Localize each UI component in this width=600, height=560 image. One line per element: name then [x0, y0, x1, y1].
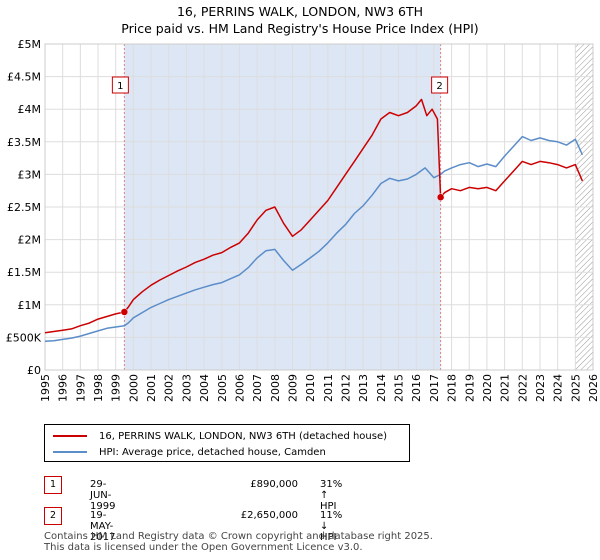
x-tick-label: 2001 — [145, 374, 158, 402]
sale-price: £2,650,000 — [240, 510, 298, 521]
legend-label-hpi: HPI: Average price, detached house, Camd… — [99, 446, 326, 458]
legend-swatch-hpi — [53, 451, 87, 453]
x-tick-label: 2013 — [357, 374, 370, 402]
property-series-line — [44, 98, 584, 334]
x-tick-label: 2014 — [375, 374, 388, 402]
legend-swatch-property — [53, 435, 87, 437]
x-tick-label: 2018 — [446, 374, 459, 402]
y-tick-label: £3M — [18, 168, 42, 181]
y-tick-label: £2M — [18, 234, 42, 247]
y-tick-label: £2.5M — [7, 201, 41, 214]
x-tick-label: 2015 — [393, 374, 406, 402]
x-tick-label: 2022 — [516, 374, 529, 402]
x-tick-label: 2019 — [463, 374, 476, 402]
sale-date: 29-JUN-1999 — [90, 479, 116, 512]
plot-border — [44, 43, 594, 371]
x-tick-label: 2026 — [587, 374, 600, 402]
legend-item-hpi: HPI: Average price, detached house, Camd… — [53, 444, 326, 460]
footer-licence: This data is licensed under the Open Gov… — [44, 542, 363, 553]
x-tick-label: 2020 — [481, 374, 494, 402]
x-tick-label: 2008 — [269, 374, 282, 402]
x-tick-label: 2005 — [216, 374, 229, 402]
y-tick-label: £0 — [27, 364, 41, 377]
y-tick-label: £500K — [6, 331, 42, 344]
y-tick-label: £4.5M — [7, 71, 41, 84]
x-tick-label: 2006 — [233, 374, 246, 402]
legend-item-property: 16, PERRINS WALK, LONDON, NW3 6TH (detac… — [53, 428, 387, 444]
x-tick-label: 2023 — [534, 374, 547, 402]
x-tick-label: 2003 — [180, 374, 193, 402]
x-tick-label: 2012 — [340, 374, 353, 402]
sale-label-text: 1 — [117, 81, 123, 92]
x-tick-label: 2009 — [286, 374, 299, 402]
sale-price: £890,000 — [250, 479, 298, 490]
legend-label-property: 16, PERRINS WALK, LONDON, NW3 6TH (detac… — [99, 430, 388, 442]
x-tick-label: 2000 — [127, 374, 140, 402]
legend: 16, PERRINS WALK, LONDON, NW3 6TH (detac… — [44, 424, 410, 462]
y-tick-label: £1.5M — [7, 266, 41, 279]
sale-label-box — [111, 76, 129, 94]
sale-badge: 1 — [44, 476, 62, 494]
hpi-series-line — [44, 135, 584, 343]
x-tick-label: 1995 — [39, 374, 52, 402]
y-tick-label: £3.5M — [7, 136, 41, 149]
sale-date: 19-MAY-2017 — [90, 510, 116, 543]
sale-hpi-diff: 31% ↑ HPI — [320, 479, 343, 512]
sale-label-box — [431, 76, 449, 94]
x-tick-label: 2025 — [569, 374, 582, 402]
x-tick-label: 2010 — [304, 374, 317, 402]
chart-title: 16, PERRINS WALK, LONDON, NW3 6TH — [176, 4, 424, 19]
x-tick-label: 1998 — [92, 374, 105, 402]
footer-copyright: Contains HM Land Registry data © Crown c… — [44, 531, 433, 542]
x-tick-label: 2024 — [552, 374, 565, 402]
x-tick-label: 1999 — [110, 374, 123, 402]
chart-subtitle: Price paid vs. HM Land Registry's House … — [121, 21, 479, 36]
sale-hpi-diff: 11% ↓ HPI — [320, 510, 343, 543]
x-tick-label: 2017 — [428, 374, 441, 402]
x-tick-label: 2007 — [251, 374, 264, 402]
y-tick-label: £1M — [18, 299, 42, 312]
x-tick-label: 2002 — [163, 374, 176, 402]
x-tick-label: 1996 — [57, 374, 70, 402]
x-tick-label: 2016 — [410, 374, 423, 402]
sale-point — [436, 193, 445, 201]
x-tick-label: 2021 — [499, 374, 512, 402]
x-tick-label: 1997 — [74, 374, 87, 402]
y-tick-label: £5M — [18, 38, 42, 51]
sale-badge: 2 — [44, 507, 62, 525]
sale-point — [120, 308, 129, 316]
price-chart: £0 £500K £1M £1.5M £2M £2.5M £3M £3.5M £4M £4.5M £… — [6, 38, 600, 402]
x-tick-label: 2004 — [198, 374, 211, 402]
sale-label-text: 2 — [436, 81, 442, 92]
y-tick-label: £4M — [18, 103, 42, 116]
x-tick-label: 2011 — [322, 374, 335, 402]
